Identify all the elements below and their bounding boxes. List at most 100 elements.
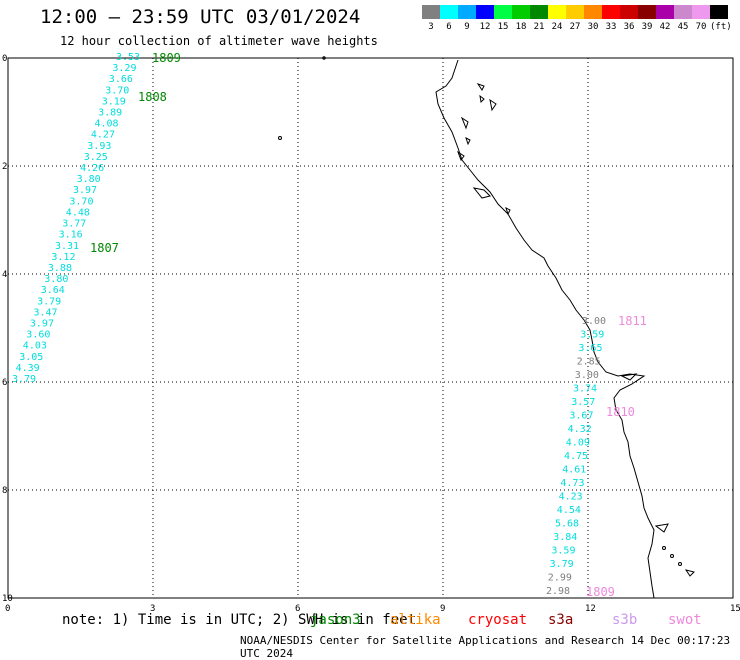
wave-height-label: 2.99 [548,573,572,584]
legend-swatch-12 [638,5,656,19]
coastline [435,59,655,599]
legend-swatch-14 [674,5,692,19]
wave-height-label: 4.32 [568,424,592,435]
legend-label-0: 3 [428,22,434,32]
wave-height-label: 4.48 [66,207,90,218]
pass-label-1808: 1808 [138,90,167,104]
wave-height-label: 3.89 [98,108,122,119]
legend-label-7: 24 [551,22,563,32]
wave-height-label: 3.31 [55,241,79,252]
legend-label-6: 21 [533,22,545,32]
wave-height-label: 4.08 [95,119,119,130]
legend-label-3: 12 [479,22,491,32]
legend-label-14: 45 [677,22,689,32]
color-legend [422,5,728,19]
mission-jason3: jason3 [310,612,361,628]
wave-height-label: 3.16 [59,230,83,241]
wave-height-label: 4.09 [566,438,590,449]
legend-swatch-4 [494,5,512,19]
legend-swatch-1 [440,5,458,19]
y-tick-label: 8 [2,486,7,496]
wave-height-label: 3.80 [44,274,68,285]
legend-swatch-13 [656,5,674,19]
wave-height-label: 3.12 [51,252,75,263]
wave-height-label: 3.64 [41,285,65,296]
x-tick-label: 9 [440,604,445,614]
wave-height-label: 3.57 [571,397,595,408]
wave-height-label: 3.19 [102,96,126,107]
wave-height-label: 3.79 [12,374,36,385]
legend-swatch-3 [476,5,494,19]
wave-height-label: 3.97 [30,319,54,330]
legend-label-12: 39 [641,22,653,32]
pass-label-1811: 1811 [618,314,647,328]
track-1809-values: 3.533.293.663.703.193.894.084.273.933.25… [12,52,140,385]
wave-height-label: 3.59 [580,330,604,341]
legend-label-11: 36 [623,22,635,32]
wave-height-label: 4.26 [80,163,104,174]
wave-height-label: 3.93 [87,141,111,152]
wave-height-label: 3.60 [26,330,50,341]
legend-label-9: 30 [587,22,599,32]
legend-label-4: 15 [497,22,509,32]
wave-height-label: 3.77 [62,219,86,230]
mission-cryosat: cryosat [468,612,528,628]
wave-height-label: 3.88 [48,263,72,274]
legend-swatch-2 [458,5,476,19]
mission-altika: altika [390,612,441,628]
legend-swatch-8 [566,5,584,19]
footer-note: note: 1) Time is in UTC; 2) SWH is in fe… [62,612,417,628]
wave-height-label: 5.68 [555,519,579,530]
axis-ticks: 0 3 6 9 12 15 0 2 4 6 8 10 [2,54,740,614]
wave-height-label: 3.79 [37,296,61,307]
pass-label-1809-left: 1809 [152,51,181,65]
y-tick-label: 0 [2,54,7,64]
legend-label-1: 6 [446,22,452,32]
pass-label-1810: 1810 [606,405,635,419]
mission-s3b: s3b [612,612,638,628]
wave-height-label: 3.84 [553,532,577,543]
x-tick-label: 6 [295,604,300,614]
legend-swatch-7 [548,5,566,19]
legend-label-13: 42 [659,22,671,32]
grid-lines [8,58,733,598]
y-tick-label: 4 [2,270,7,280]
legend-swatch-11 [620,5,638,19]
wave-height-label: 4.39 [16,363,40,374]
pass-label-1809-right: 1809 [586,585,615,599]
y-tick-label: 10 [2,594,13,604]
track-1811-values: 3.00 3.59 3.65 2.85 3.00 3.74 3.57 3.67 4.32 4.09… [546,316,606,597]
x-tick-label: 12 [585,604,596,614]
legend-swatch-9 [584,5,602,19]
x-tick-label: 3 [150,604,155,614]
wave-height-label: 3.59 [551,546,575,557]
legend-swatch-10 [602,5,620,19]
wave-height-label: 3.74 [573,384,597,395]
wave-height-label: 4.61 [562,465,586,476]
wave-height-label: 2.85 [577,357,601,368]
wave-height-label: 3.80 [77,174,101,185]
wave-height-label: 4.27 [91,130,115,141]
legend-label-2: 9 [464,22,470,32]
footer-credit: NOAA/NESDIS Center for Satellite Applica… [240,634,731,660]
wave-height-label: 3.67 [569,411,593,422]
x-tick-label: 0 [5,604,10,614]
legend-label-5: 18 [515,22,527,32]
wave-height-label: 4.75 [564,451,588,462]
wave-height-label: 4.73 [560,478,584,489]
legend-swatch-5 [512,5,530,19]
y-tick-label: 6 [2,378,7,388]
legend-label-15: 70 [695,22,707,32]
pass-label-1807: 1807 [90,241,119,255]
mission-s3a: s3a [548,612,574,628]
wave-height-label: 3.65 [578,343,602,354]
wave-height-label: 3.47 [34,307,58,318]
map-frame [7,57,734,599]
wave-height-label: 3.29 [112,63,136,74]
wave-height-label: 3.05 [19,352,43,363]
legend-swatch-15 [692,5,710,19]
wave-height-label: 3.00 [582,316,606,327]
mission-swot: swot [668,612,702,628]
islands [278,56,695,577]
